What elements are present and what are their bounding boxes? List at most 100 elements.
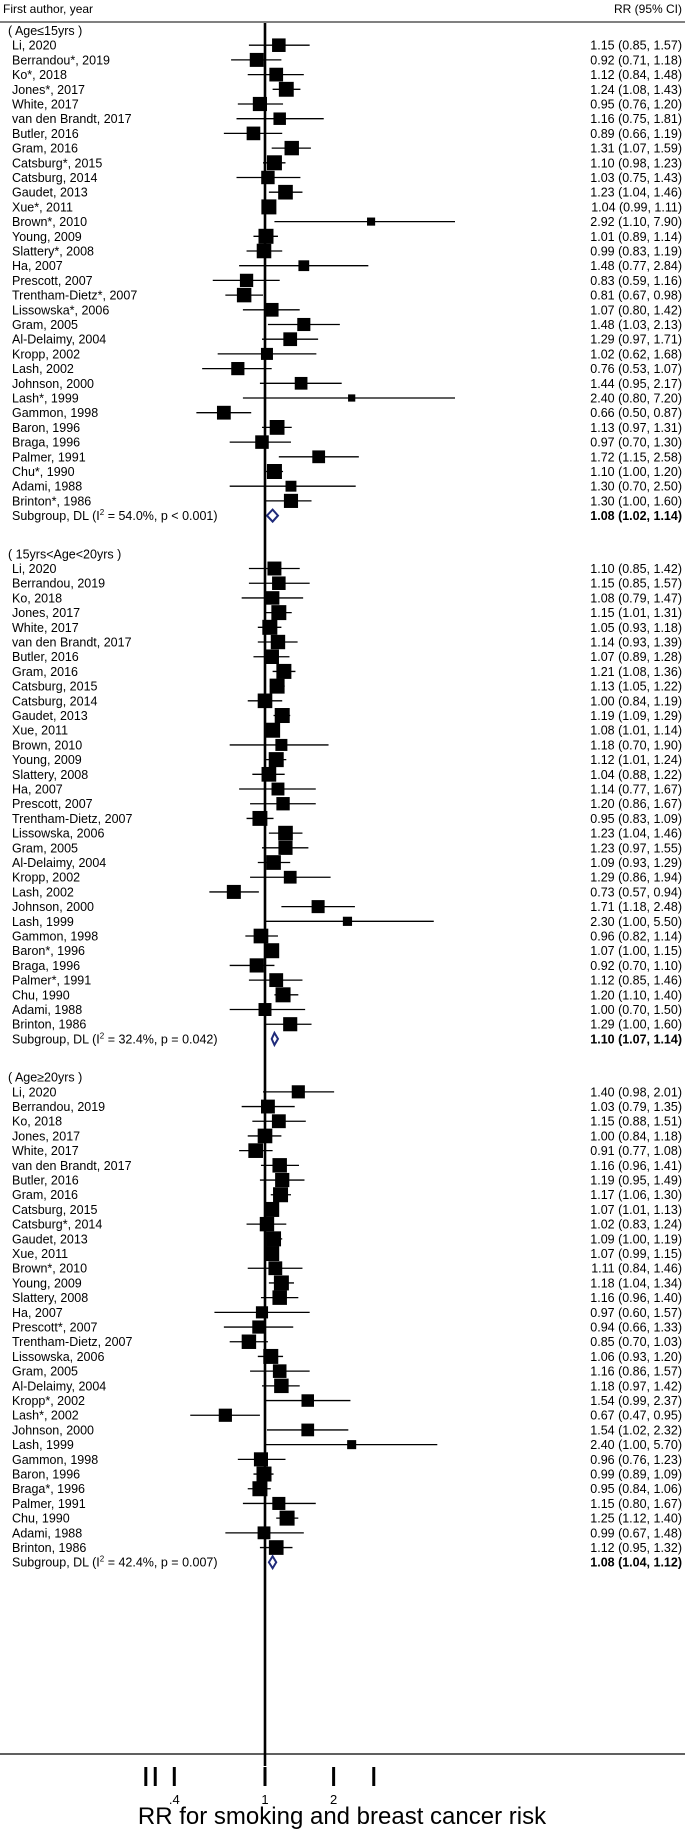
- study-point-marker: [264, 1201, 280, 1217]
- study-label: Trentham-Dietz, 2007: [12, 812, 132, 826]
- study-label: Gram, 2016: [12, 142, 78, 156]
- x-tick-label: .4: [169, 1792, 180, 1807]
- study-rr-ci: 1.14 (0.77, 1.67): [590, 783, 682, 797]
- study-rr-ci: 1.40 (0.98, 2.01): [590, 1085, 682, 1099]
- study-rr-ci: 1.04 (0.99, 1.11): [591, 200, 682, 214]
- header-rr-column: RR (95% CI): [614, 2, 682, 16]
- subgroup-summary-label: Subgroup, DL (I2 = 32.4%, p = 0.042): [12, 1031, 218, 1046]
- study-label: Gram, 2016: [12, 665, 78, 679]
- study-rr-ci: 1.11 (0.84, 1.46): [591, 1262, 682, 1276]
- study-rr-ci: 1.15 (0.80, 1.67): [590, 1497, 682, 1511]
- study-point-marker: [273, 1275, 289, 1291]
- study-rr-ci: 1.15 (0.88, 1.51): [590, 1115, 682, 1129]
- study-point-marker: [283, 332, 298, 347]
- study-point-marker: [285, 480, 297, 492]
- study-label: Adami, 1988: [12, 480, 82, 494]
- study-point-marker: [260, 347, 273, 360]
- study-point-marker: [272, 1158, 287, 1173]
- study-label: Johnson, 2000: [12, 900, 94, 914]
- study-rr-ci: 0.83 (0.59, 1.16): [590, 274, 682, 288]
- study-label: Kropp, 2002: [12, 871, 80, 885]
- study-label: Kropp*, 2002: [12, 1394, 85, 1408]
- study-rr-ci: 0.91 (0.77, 1.08): [590, 1144, 682, 1158]
- study-label: Lash, 1999: [12, 1438, 74, 1452]
- forest-rows: ( Age≤15yrs )Li, 2020 1.15 (0.85, 1.57)Be…: [8, 24, 682, 1571]
- study-label: Adami, 1988: [12, 1526, 82, 1540]
- study-label: Catsburg, 2015: [12, 680, 98, 694]
- study-rr-ci: 0.73 (0.57, 0.94): [590, 885, 682, 899]
- study-label: Braga*, 1996: [12, 1482, 85, 1496]
- study-point-marker: [278, 81, 294, 97]
- study-label: Xue, 2011: [12, 724, 68, 738]
- study-label: Prescott, 2007: [12, 274, 93, 288]
- study-label: Berrandou, 2019: [12, 577, 105, 591]
- study-point-marker: [347, 1440, 357, 1450]
- subgroup-summary-label: Subgroup, DL (I2 = 54.0%, p < 0.001): [12, 508, 218, 523]
- study-label: Gram, 2005: [12, 318, 78, 332]
- study-rr-ci: 1.07 (0.80, 1.42): [590, 303, 682, 317]
- summary-label-text: Subgroup, DL (I: [12, 509, 100, 523]
- study-point-marker: [252, 96, 268, 112]
- study-point-marker: [268, 752, 284, 768]
- study-label: van den Brandt, 2017: [12, 1159, 132, 1173]
- study-rr-ci: 1.01 (0.89, 1.14): [590, 230, 682, 244]
- study-point-marker: [246, 126, 261, 141]
- study-label: Butler, 2016: [12, 1174, 79, 1188]
- study-rr-ci: 1.12 (0.84, 1.48): [590, 68, 682, 82]
- study-point-marker: [273, 1187, 289, 1203]
- study-rr-ci: 1.08 (1.01, 1.14): [590, 724, 682, 738]
- study-point-marker: [275, 1172, 290, 1188]
- study-rr-ci: 1.31 (1.07, 1.59): [590, 142, 682, 156]
- study-label: Brown*, 2010: [12, 215, 87, 229]
- study-point-marker: [276, 797, 290, 811]
- study-rr-ci: 0.96 (0.76, 1.23): [590, 1453, 682, 1467]
- study-rr-ci: 1.10 (1.00, 1.20): [590, 465, 682, 479]
- study-rr-ci: 1.54 (0.99, 2.37): [590, 1394, 682, 1408]
- subgroup-header: ( Age≥20yrs ): [8, 1071, 82, 1085]
- study-rr-ci: 1.20 (0.86, 1.67): [590, 797, 682, 811]
- study-rr-ci: 2.40 (1.00, 5.70): [590, 1438, 682, 1452]
- study-label: Li, 2020: [12, 1085, 57, 1099]
- study-rr-ci: 1.15 (0.85, 1.57): [590, 39, 682, 53]
- study-rr-ci: 0.76 (0.53, 1.07): [590, 362, 682, 376]
- study-label: Young, 2009: [12, 753, 82, 767]
- study-point-marker: [274, 708, 290, 724]
- study-rr-ci: 1.09 (0.93, 1.29): [590, 856, 682, 870]
- study-label: Xue*, 2011: [12, 200, 73, 214]
- study-point-marker: [283, 1017, 298, 1032]
- study-label: Berrandou, 2019: [12, 1100, 105, 1114]
- study-label: Braga, 1996: [12, 959, 80, 973]
- x-tick-label: 1: [261, 1792, 268, 1807]
- x-tick-label: 2: [330, 1792, 337, 1807]
- study-point-marker: [297, 317, 311, 332]
- study-rr-ci: 1.18 (0.70, 1.90): [590, 738, 682, 752]
- study-label: Catsburg, 2014: [12, 171, 98, 185]
- study-point-marker: [294, 376, 308, 390]
- study-point-marker: [249, 52, 264, 67]
- study-rr-ci: 1.14 (0.93, 1.39): [590, 636, 682, 650]
- study-point-marker: [269, 678, 285, 694]
- summary-superscript: 2: [100, 1555, 105, 1564]
- study-rr-ci: 0.99 (0.89, 1.09): [590, 1468, 682, 1482]
- study-rr-ci: 0.66 (0.50, 0.87): [590, 406, 682, 420]
- study-rr-ci: 1.16 (0.75, 1.81): [590, 112, 682, 126]
- study-rr-ci: 0.97 (0.60, 1.57): [590, 1306, 682, 1320]
- study-label: Johnson, 2000: [12, 377, 94, 391]
- study-rr-ci: 1.00 (0.70, 1.50): [590, 1003, 682, 1017]
- study-label: Gram, 2005: [12, 1365, 78, 1379]
- study-point-marker: [271, 1114, 286, 1129]
- study-rr-ci: 1.30 (0.70, 2.50): [590, 480, 682, 494]
- study-point-marker: [264, 649, 279, 664]
- study-label: Lash, 2002: [12, 885, 74, 899]
- study-point-marker: [268, 1261, 283, 1276]
- study-label: Adami, 1988: [12, 1003, 82, 1017]
- study-label: Al-Delaimy, 2004: [12, 856, 106, 870]
- study-point-marker: [261, 199, 277, 215]
- study-point-marker: [279, 1510, 295, 1526]
- study-label: Ha, 2007: [12, 783, 63, 797]
- study-label: Xue, 2011: [12, 1247, 68, 1261]
- study-point-marker: [272, 1364, 287, 1378]
- study-label: Young, 2009: [12, 1276, 82, 1290]
- study-point-marker: [231, 362, 245, 376]
